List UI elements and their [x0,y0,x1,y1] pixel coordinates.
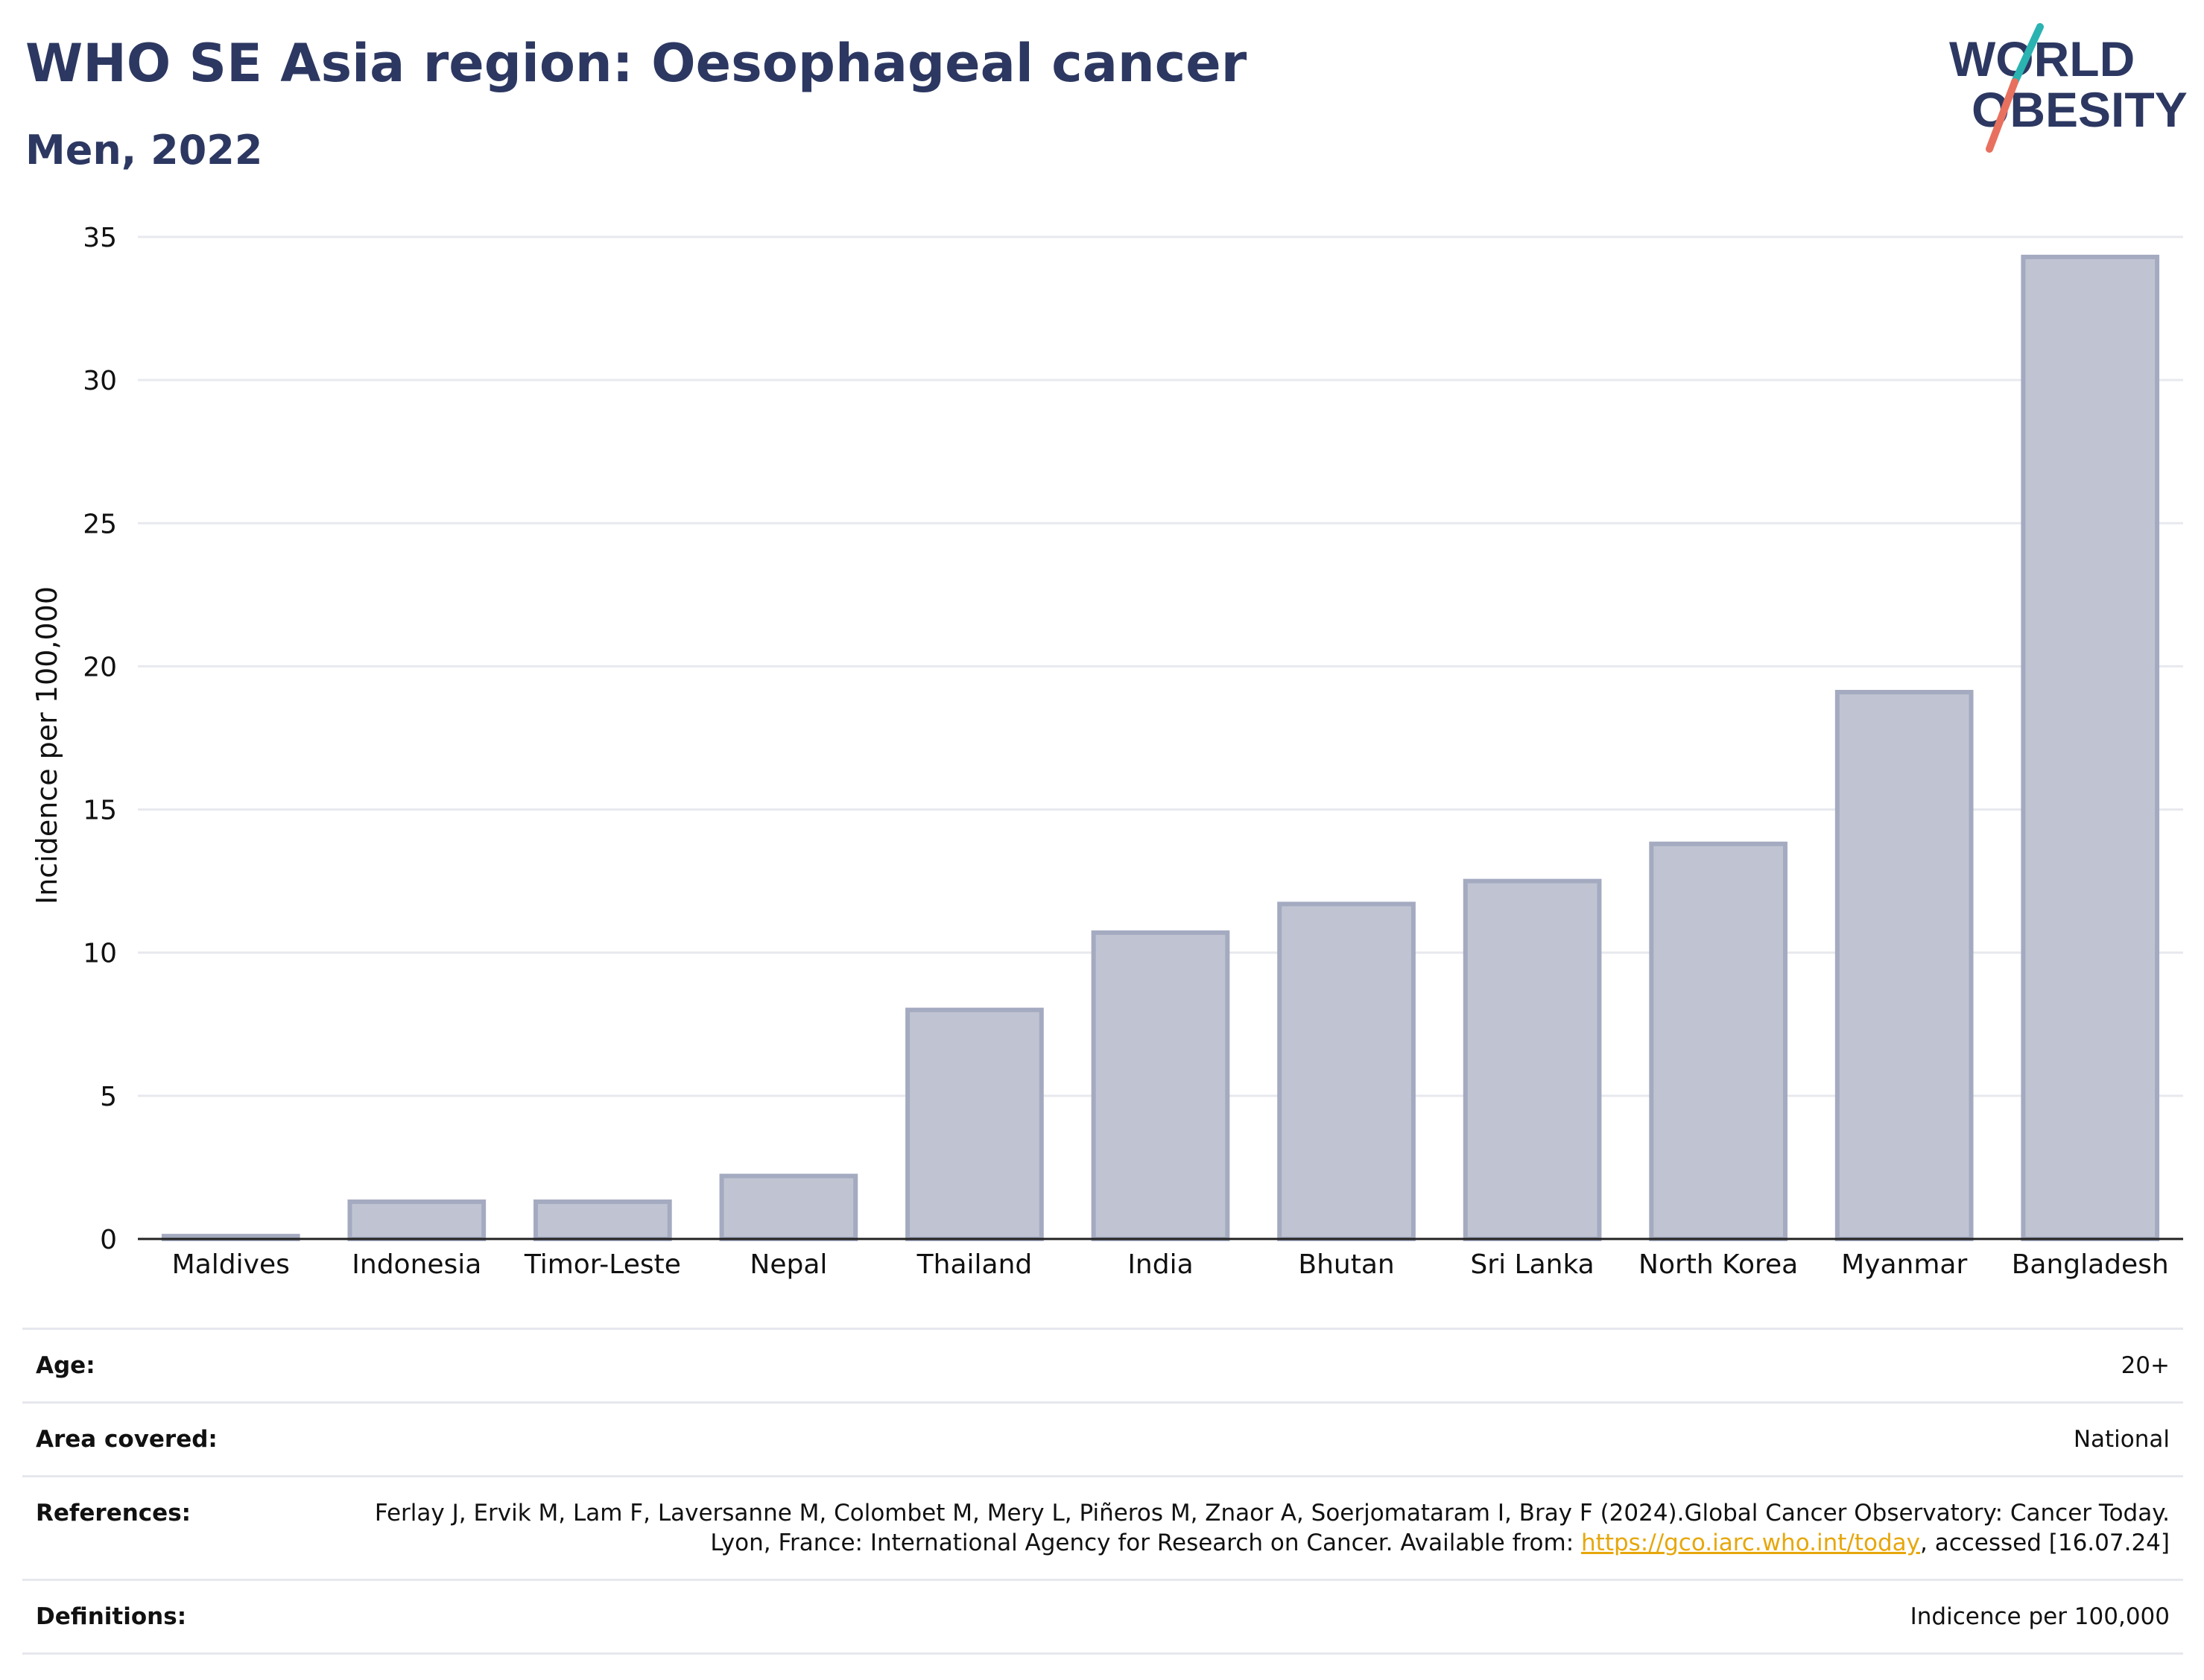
info-row-age: Age: 20+ [22,1328,2183,1401]
x-tick-label: Myanmar [1841,1249,1967,1280]
chart-subtitle: Men, 2022 [25,127,263,174]
x-tick-label: Thailand [916,1249,1033,1280]
y-tick-label: 10 [83,939,117,969]
reference-accessed: , accessed [16.07.24] [1919,1530,2170,1556]
y-axis-label: Incidence per 100,000 [31,586,63,904]
bar-myanmar[interactable] [1834,690,1974,1241]
y-tick-label: 15 [83,796,117,826]
info-row-definitions: Definitions: Indicence per 100,000 [22,1579,2183,1655]
bar-north-korea[interactable] [1649,841,1787,1241]
chart-title: WHO SE Asia region: Oesophageal cancer [25,33,1247,94]
bar-bhutan[interactable] [1277,901,1416,1242]
bar-bangladesh[interactable] [2021,254,2160,1241]
logo-slash-bottom [1986,78,2018,153]
info-label: Age: [36,1352,95,1379]
info-row-area: Area covered: National [22,1401,2183,1475]
y-tick-label: 35 [83,223,117,253]
bars [161,254,2160,1242]
reference-link[interactable]: https://gco.iarc.who.int/today [1581,1530,1920,1556]
info-value-references: Ferlay J, Ervik M, Lam F, Laversanne M, … [307,1498,2170,1558]
x-tick-label: India [1127,1249,1193,1280]
x-tick-label: Maldives [172,1249,290,1280]
y-tick-label: 5 [100,1082,117,1112]
y-tick-label: 30 [83,366,117,396]
info-table: Age: 20+ Area covered: National Referenc… [22,1328,2183,1655]
info-label: Area covered: [36,1426,218,1453]
x-tick-label: Indonesia [352,1249,481,1280]
x-tick-label: Bangladesh [2012,1249,2169,1280]
bar-indonesia[interactable] [347,1199,487,1241]
x-tick-label: Nepal [750,1249,827,1280]
y-tick-label: 0 [100,1225,117,1255]
bar-timor-leste[interactable] [533,1199,672,1241]
x-tick-label: Sri Lanka [1470,1249,1594,1280]
bar-chart: 0 5 10 15 20 25 30 35 Maldives Indonesia Timor-Le… [31,223,2183,1280]
x-tick-label: Bhutan [1298,1249,1394,1280]
world-obesity-logo: WORLD OBESITY [1949,23,2188,153]
info-value: 20+ [2121,1352,2170,1379]
bar-nepal[interactable] [719,1173,858,1242]
info-value: National [2073,1426,2170,1453]
x-axis-ticks: Maldives Indonesia Timor-Leste Nepal Thailan… [172,1249,2169,1280]
x-tick-label: Timor-Leste [524,1249,681,1280]
info-label: Definitions: [36,1603,187,1630]
info-label: References: [36,1500,191,1527]
x-tick-label: North Korea [1638,1249,1798,1280]
y-tick-label: 20 [83,652,117,682]
bar-sri-lanka[interactable] [1463,878,1602,1241]
logo-line1: WORLD [1949,31,2135,86]
info-value: Indicence per 100,000 [1910,1603,2170,1630]
y-tick-label: 25 [83,509,117,539]
bar-india[interactable] [1091,930,1230,1242]
logo-slash-top [2011,23,2044,86]
info-row-references: References: Ferlay J, Ervik M, Lam F, La… [22,1475,2183,1579]
bar-thailand[interactable] [905,1007,1044,1241]
y-axis-ticks: 0 5 10 15 20 25 30 35 [83,223,117,1255]
reference-text: Ferlay J, Ervik M, Lam F, Laversanne M, … [374,1500,2170,1556]
